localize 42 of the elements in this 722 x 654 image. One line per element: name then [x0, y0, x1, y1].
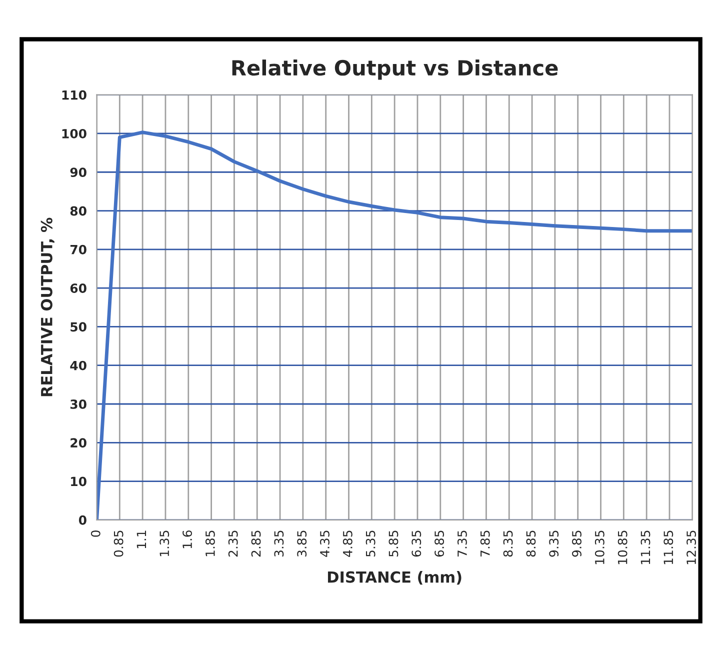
- x-tick-label: 4.35: [320, 530, 330, 557]
- x-tick-label: 1.85: [205, 530, 215, 556]
- x-tick-label: 0: [90, 530, 100, 537]
- y-tick-label: 10: [71, 476, 86, 486]
- y-tick-label: 110: [62, 90, 86, 100]
- x-tick-label: 11.85: [664, 530, 674, 564]
- x-tick-label: 1.1: [136, 530, 146, 548]
- x-tick-label: 9.35: [549, 530, 559, 557]
- x-tick-label: 1.6: [182, 530, 192, 548]
- x-tick-label: 0.85: [114, 530, 124, 557]
- x-tick-label: 8.85: [526, 530, 536, 557]
- x-tick-label: 12.35: [686, 530, 696, 564]
- x-tick-label: 10.85: [618, 530, 628, 564]
- y-tick-label: 30: [70, 399, 86, 409]
- x-tick-label: 7.35: [457, 530, 467, 556]
- x-tick-label: 3.85: [297, 530, 307, 557]
- y-tick-label: 100: [62, 128, 86, 138]
- y-tick-label: 40: [70, 360, 86, 370]
- y-tick-label: 90: [70, 168, 86, 178]
- x-tick-label: 5.35: [366, 530, 376, 557]
- x-tick-label: 2.85: [251, 530, 261, 557]
- x-tick-label: 10.35: [594, 530, 604, 564]
- x-tick-label: 11.35: [640, 530, 650, 564]
- x-tick-label: 3.35: [274, 530, 284, 557]
- x-tick-label: 4.85: [342, 530, 352, 557]
- chart-title: Relative Output vs Distance: [232, 60, 558, 80]
- x-tick-label: 7.85: [480, 530, 490, 556]
- x-tick-label: 6.35: [412, 530, 422, 557]
- x-tick-label: 8.35: [503, 530, 513, 557]
- y-tick-label: 20: [70, 438, 86, 448]
- x-tick-label: 1.35: [160, 530, 170, 556]
- y-tick-label: 70: [70, 244, 86, 254]
- y-tick-label: 0: [78, 515, 86, 525]
- x-tick-label: 5.85: [388, 530, 398, 557]
- y-tick-label: 60: [70, 284, 86, 293]
- x-tick-label: 9.85: [572, 530, 582, 557]
- y-tick-label: 80: [70, 206, 86, 216]
- y-tick-label: 50: [70, 322, 86, 332]
- x-tick-label: 6.85: [434, 530, 444, 557]
- x-tick-label: 2.35: [228, 530, 238, 557]
- y-axis-title: RELATIVE OUTPUT, %: [40, 218, 54, 396]
- x-axis-title: DISTANCE (mm): [328, 571, 462, 585]
